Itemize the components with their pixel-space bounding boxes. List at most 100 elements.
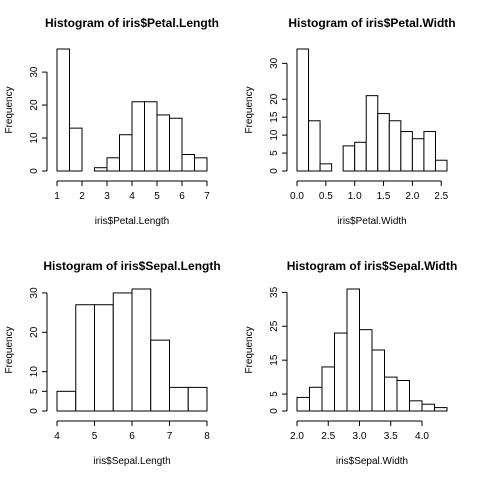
x-tick-label: 0.0 <box>290 191 304 202</box>
x-tick-label: 2.0 <box>405 191 419 202</box>
x-axis-label: iris$Petal.Width <box>337 216 406 227</box>
histogram-bar <box>150 339 170 412</box>
y-tick-label: 0 <box>269 408 280 414</box>
histogram-bar <box>106 157 120 172</box>
histogram-bar <box>169 386 189 412</box>
histogram-bar <box>156 114 170 172</box>
x-tick-label: 1.0 <box>348 191 362 202</box>
y-tick-label: 5 <box>29 388 40 394</box>
x-tick-label: 2.5 <box>434 191 448 202</box>
y-tick-label: 5 <box>269 391 280 397</box>
y-tick-label: 20 <box>29 99 40 111</box>
histogram-bar <box>321 366 335 412</box>
histogram-bar <box>131 288 152 412</box>
histogram-panel-3: Histogram of iris$Sepal.Length 4 5 6 7 8 0 5 10 2… <box>4 259 221 467</box>
y-tick-label: 10 <box>29 132 40 144</box>
x-tick-label: 8 <box>204 431 210 442</box>
histogram-bar <box>421 403 435 412</box>
histogram-bar <box>69 127 83 172</box>
y-tick-label: 15 <box>269 111 280 123</box>
x-axis-label: iris$Sepal.Length <box>93 456 170 467</box>
histogram-bar <box>75 304 95 412</box>
x-axis-label: iris$Petal.Length <box>95 216 170 227</box>
x-tick-label: 6 <box>179 191 185 202</box>
y-axis-label: Frequency <box>244 326 255 373</box>
y-tick-label: 35 <box>269 286 280 298</box>
histogram-bar <box>112 292 133 412</box>
x-tick-label: 3.0 <box>353 431 367 442</box>
x-tick-label: 0.5 <box>319 191 333 202</box>
histogram-bar <box>309 386 323 412</box>
histogram-bar <box>187 386 208 412</box>
x-axis-label: iris$Sepal.Width <box>336 456 408 467</box>
histogram-bar <box>181 154 195 172</box>
x-tick-label: 2.5 <box>321 431 335 442</box>
histogram-bar <box>346 288 360 412</box>
y-tick-label: 0 <box>269 168 280 174</box>
histogram-bar <box>411 138 425 172</box>
histogram-bar <box>144 101 158 172</box>
y-tick-label: 20 <box>29 326 40 338</box>
histogram-bar <box>308 120 321 172</box>
y-tick-label: 30 <box>269 57 280 69</box>
histogram-bar <box>388 120 402 172</box>
histogram-bar <box>334 332 348 412</box>
y-tick-label: 5 <box>269 150 280 156</box>
histogram-panel-1: Histogram of iris$Petal.Length 1 2 3 4 5 6 7 0 10… <box>4 16 219 227</box>
histogram-bar <box>434 159 448 172</box>
histogram-bar <box>409 400 423 412</box>
x-tick-label: 4 <box>54 431 60 442</box>
x-tick-label: 3.5 <box>384 431 398 442</box>
histogram-bar <box>423 131 436 172</box>
histogram-bar <box>296 48 310 172</box>
x-tick-label: 1.5 <box>377 191 391 202</box>
y-axis-label: Frequency <box>244 86 255 133</box>
x-tick-label: 7 <box>204 191 210 202</box>
histogram-bar <box>371 349 385 412</box>
histogram-bar <box>400 131 413 172</box>
chart-title: Histogram of iris$Petal.Width <box>288 16 455 30</box>
histogram-bar <box>359 329 373 412</box>
x-tick-label: 6 <box>129 431 135 442</box>
histogram-bar <box>354 141 367 172</box>
histogram-bar <box>94 304 114 412</box>
histogram-bar <box>56 48 70 172</box>
y-tick-label: 10 <box>269 129 280 141</box>
y-tick-label: 30 <box>29 287 40 299</box>
chart-title: Histogram of iris$Sepal.Length <box>43 259 220 273</box>
histogram-bar <box>377 113 390 172</box>
y-tick-label: 10 <box>29 366 40 378</box>
x-tick-label: 1 <box>54 191 60 202</box>
x-tick-label: 2.0 <box>290 431 304 442</box>
y-tick-label: 25 <box>269 320 280 332</box>
histogram-panel-4: Histogram of iris$Sepal.Width 2.0 2.5 3.0 3.… <box>244 259 457 467</box>
x-tick-label: 3 <box>104 191 110 202</box>
histogram-bar <box>296 396 310 412</box>
y-tick-label: 0 <box>29 408 40 414</box>
histogram-panel-2: Histogram of iris$Petal.Width 0.0 0.5 1.0 1.… <box>244 16 456 227</box>
x-tick-label: 5 <box>154 191 160 202</box>
histogram-bar <box>319 163 333 172</box>
x-tick-label: 7 <box>167 431 173 442</box>
histogram-bar <box>384 376 398 412</box>
histogram-bar <box>169 117 183 172</box>
histogram-bar <box>396 380 410 412</box>
histogram-bar <box>365 95 379 172</box>
histogram-bar <box>342 145 356 172</box>
chart-title: Histogram of iris$Sepal.Width <box>287 259 458 273</box>
y-axis-label: Frequency <box>4 86 15 133</box>
x-tick-label: 2 <box>79 191 85 202</box>
histogram-bar <box>119 134 133 172</box>
y-tick-label: 0 <box>29 168 40 174</box>
y-tick-label: 15 <box>269 354 280 366</box>
histogram-bar <box>434 407 448 412</box>
x-tick-label: 4 <box>129 191 135 202</box>
histogram-bar <box>194 157 208 172</box>
x-tick-label: 4.0 <box>415 431 429 442</box>
y-axis-label: Frequency <box>4 326 15 373</box>
chart-title: Histogram of iris$Petal.Length <box>45 16 219 30</box>
histogram-bar <box>131 101 145 172</box>
y-tick-label: 30 <box>29 66 40 78</box>
y-tick-label: 20 <box>269 93 280 105</box>
